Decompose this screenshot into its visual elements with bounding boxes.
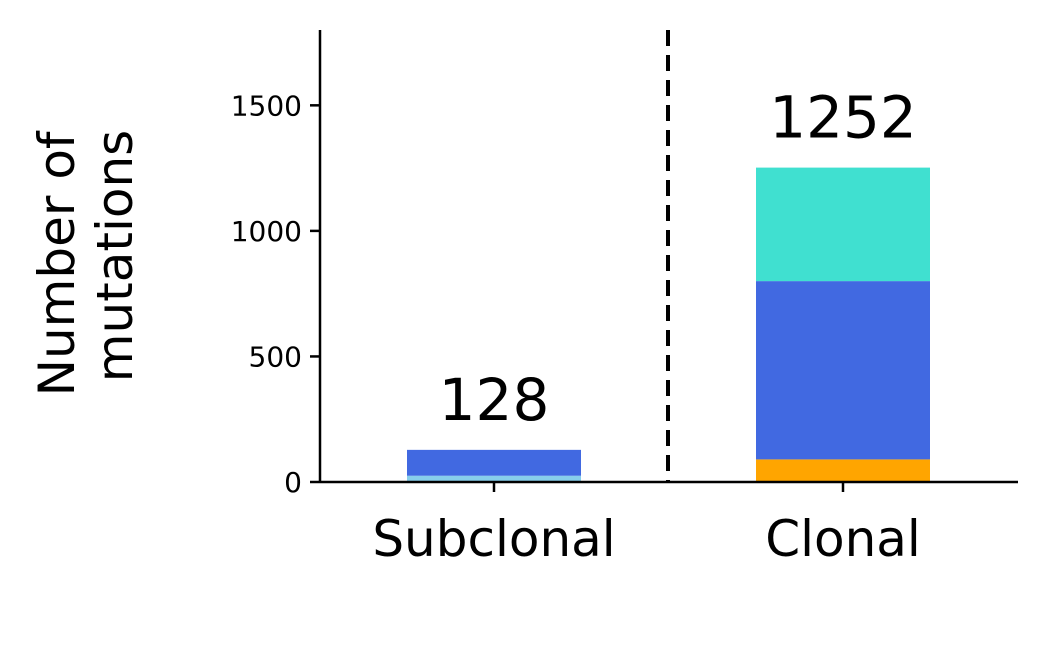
- bar-total-label: 128: [439, 366, 550, 434]
- y-ticks: 0 500 1000 1500: [231, 89, 320, 499]
- x-tick-label: Clonal: [765, 510, 921, 568]
- bar-total-label: 1252: [769, 84, 917, 152]
- y-tick-label: 0: [284, 466, 302, 499]
- y-axis-title-line-1: Number of: [28, 130, 86, 396]
- x-tick-label: Subclonal: [372, 510, 615, 568]
- bar-segment: [407, 475, 581, 482]
- bar-segment: [756, 167, 930, 282]
- y-tick-label: 500: [249, 340, 302, 373]
- y-tick-label: 1500: [231, 89, 302, 122]
- bar-segment: [756, 459, 930, 482]
- y-axis-title: Number of mutations: [28, 116, 144, 397]
- bars: [407, 167, 930, 482]
- bar-segment: [756, 281, 930, 460]
- x-ticks: Subclonal Clonal: [372, 482, 921, 568]
- y-axis-title-line-2: mutations: [86, 130, 144, 382]
- bar-totals: 128 1252: [439, 84, 917, 434]
- y-tick-label: 1000: [231, 215, 302, 248]
- bar-segment: [407, 449, 581, 476]
